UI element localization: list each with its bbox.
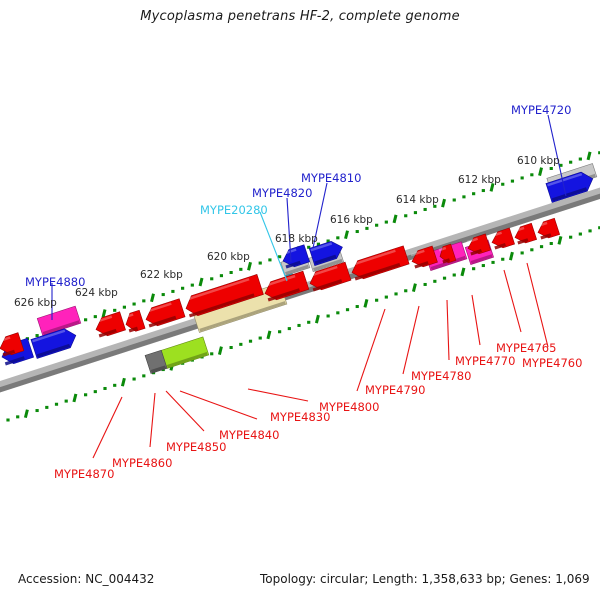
gene-label-mype4790[interactable]: MYPE4790 (365, 383, 426, 397)
leader-line-mype4765 (503, 269, 522, 333)
gene-label-mype4720[interactable]: MYPE4720 (511, 103, 572, 117)
scale-label-614: 614 kbp (396, 194, 439, 206)
gene-MYPE4810-blue[interactable] (308, 239, 345, 266)
scale-label-620: 620 kbp (207, 251, 250, 263)
gene-label-mype4850[interactable]: MYPE4850 (166, 440, 227, 454)
gene-layer-red (0, 217, 561, 358)
scale-label-616: 616 kbp (330, 214, 373, 226)
gene-label-mype4840[interactable]: MYPE4840 (219, 428, 280, 442)
gene-red-r3[interactable] (489, 227, 515, 251)
leader-line-mype4860 (149, 392, 156, 448)
gene-red-r14[interactable] (0, 332, 25, 358)
gene-red-r12[interactable] (123, 309, 146, 333)
leader-line-mype4830 (247, 388, 309, 402)
leader-line-mype4800 (356, 308, 386, 392)
gene-label-mype4820[interactable]: MYPE4820 (252, 186, 313, 200)
lower-green-dotted-guide (6, 226, 600, 422)
gene-label-mype4780[interactable]: MYPE4780 (411, 369, 472, 383)
gene-red-r1[interactable] (535, 217, 561, 240)
scale-label-624: 624 kbp (75, 287, 118, 299)
gene-label-mype20280[interactable]: MYPE20280 (200, 203, 268, 217)
gene-red-r8[interactable] (307, 261, 352, 292)
gene-label-mype4880[interactable]: MYPE4880 (25, 275, 86, 289)
gene-label-mype4800[interactable]: MYPE4800 (319, 400, 380, 414)
leader-line-mype4760 (526, 262, 549, 348)
gene-label-mype4770[interactable]: MYPE4770 (455, 354, 516, 368)
gene-red-r13[interactable] (93, 311, 126, 339)
gene-label-mype4860[interactable]: MYPE4860 (112, 456, 173, 470)
gene-red-r5[interactable] (437, 243, 457, 264)
leader-line-mype4840 (179, 390, 258, 420)
gene-label-mype4765[interactable]: MYPE4765 (496, 341, 557, 355)
leader-line-mype4720 (547, 114, 567, 197)
leader-line-mype4770 (471, 294, 481, 346)
page-title: Mycoplasma penetrans HF-2, complete geno… (140, 9, 460, 24)
leader-line-mype4810 (312, 182, 328, 249)
label-leader-lines (51, 114, 567, 459)
leader-line-mype4850 (165, 390, 205, 432)
gene-MYPE4720-blue[interactable] (545, 169, 596, 203)
scale-label-618: 618 kbp (275, 233, 318, 245)
gene-red-r11[interactable] (143, 298, 186, 329)
gene-red-r4[interactable] (465, 233, 491, 257)
gene-red-r7[interactable] (349, 245, 410, 282)
gene-MYPE4880-blue[interactable] (30, 326, 79, 359)
gene-layer-bars (144, 282, 288, 374)
gene-label-mype4870[interactable]: MYPE4870 (54, 467, 115, 481)
gene-gray-box-small[interactable] (144, 349, 168, 374)
leader-line-mype4790 (402, 305, 420, 375)
accession-text: Accession: NC_004432 (18, 572, 155, 586)
scale-label-622: 622 kbp (140, 269, 183, 281)
gene-red-r6[interactable] (409, 245, 438, 270)
scale-label-612: 612 kbp (458, 174, 501, 186)
gene-red-r2[interactable] (512, 222, 538, 245)
gene-chartreuse-bar[interactable] (160, 336, 210, 369)
gene-label-mype4760[interactable]: MYPE4760 (522, 356, 583, 370)
gene-label-mype4810[interactable]: MYPE4810 (301, 171, 362, 185)
gene-label-mype4830[interactable]: MYPE4830 (270, 410, 331, 424)
genome-stats-text: Topology: circular; Length: 1,358,633 bp… (260, 572, 590, 586)
leader-line-mype4780 (446, 299, 450, 361)
gene-red-r10[interactable] (183, 274, 264, 318)
scale-label-626: 626 kbp (14, 297, 57, 309)
scale-label-610: 610 kbp (517, 155, 560, 167)
leader-line-mype4870 (92, 396, 123, 459)
leader-line-mype4820 (286, 197, 292, 263)
gene-red-r9[interactable] (262, 270, 310, 302)
gene-MYPE4820-blue[interactable] (280, 244, 310, 270)
leader-line-mype20280 (259, 211, 288, 282)
